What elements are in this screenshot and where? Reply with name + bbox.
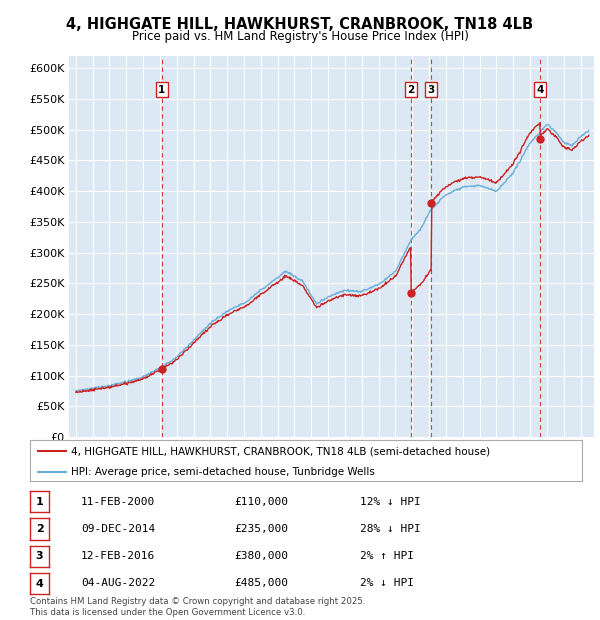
Text: 09-DEC-2014: 09-DEC-2014 (81, 524, 155, 534)
Text: 1: 1 (36, 497, 43, 507)
Text: 4: 4 (536, 84, 544, 95)
Text: 2: 2 (407, 84, 415, 95)
Text: £485,000: £485,000 (234, 578, 288, 588)
Text: 2% ↓ HPI: 2% ↓ HPI (360, 578, 414, 588)
Text: 3: 3 (427, 84, 435, 95)
Text: £110,000: £110,000 (234, 497, 288, 507)
Text: 2: 2 (36, 524, 43, 534)
Text: 4: 4 (35, 578, 44, 589)
Text: 12-FEB-2016: 12-FEB-2016 (81, 551, 155, 561)
Text: 1: 1 (158, 84, 166, 95)
Text: Price paid vs. HM Land Registry's House Price Index (HPI): Price paid vs. HM Land Registry's House … (131, 30, 469, 43)
Text: Contains HM Land Registry data © Crown copyright and database right 2025.
This d: Contains HM Land Registry data © Crown c… (30, 598, 365, 617)
Text: £380,000: £380,000 (234, 551, 288, 561)
Text: 11-FEB-2000: 11-FEB-2000 (81, 497, 155, 507)
Text: £235,000: £235,000 (234, 524, 288, 534)
Text: 3: 3 (36, 551, 43, 562)
Text: 2% ↑ HPI: 2% ↑ HPI (360, 551, 414, 561)
Text: 28% ↓ HPI: 28% ↓ HPI (360, 524, 421, 534)
Text: 04-AUG-2022: 04-AUG-2022 (81, 578, 155, 588)
Text: 4, HIGHGATE HILL, HAWKHURST, CRANBROOK, TN18 4LB: 4, HIGHGATE HILL, HAWKHURST, CRANBROOK, … (67, 17, 533, 32)
Text: 12% ↓ HPI: 12% ↓ HPI (360, 497, 421, 507)
Text: HPI: Average price, semi-detached house, Tunbridge Wells: HPI: Average price, semi-detached house,… (71, 467, 375, 477)
Text: 4, HIGHGATE HILL, HAWKHURST, CRANBROOK, TN18 4LB (semi-detached house): 4, HIGHGATE HILL, HAWKHURST, CRANBROOK, … (71, 446, 491, 456)
